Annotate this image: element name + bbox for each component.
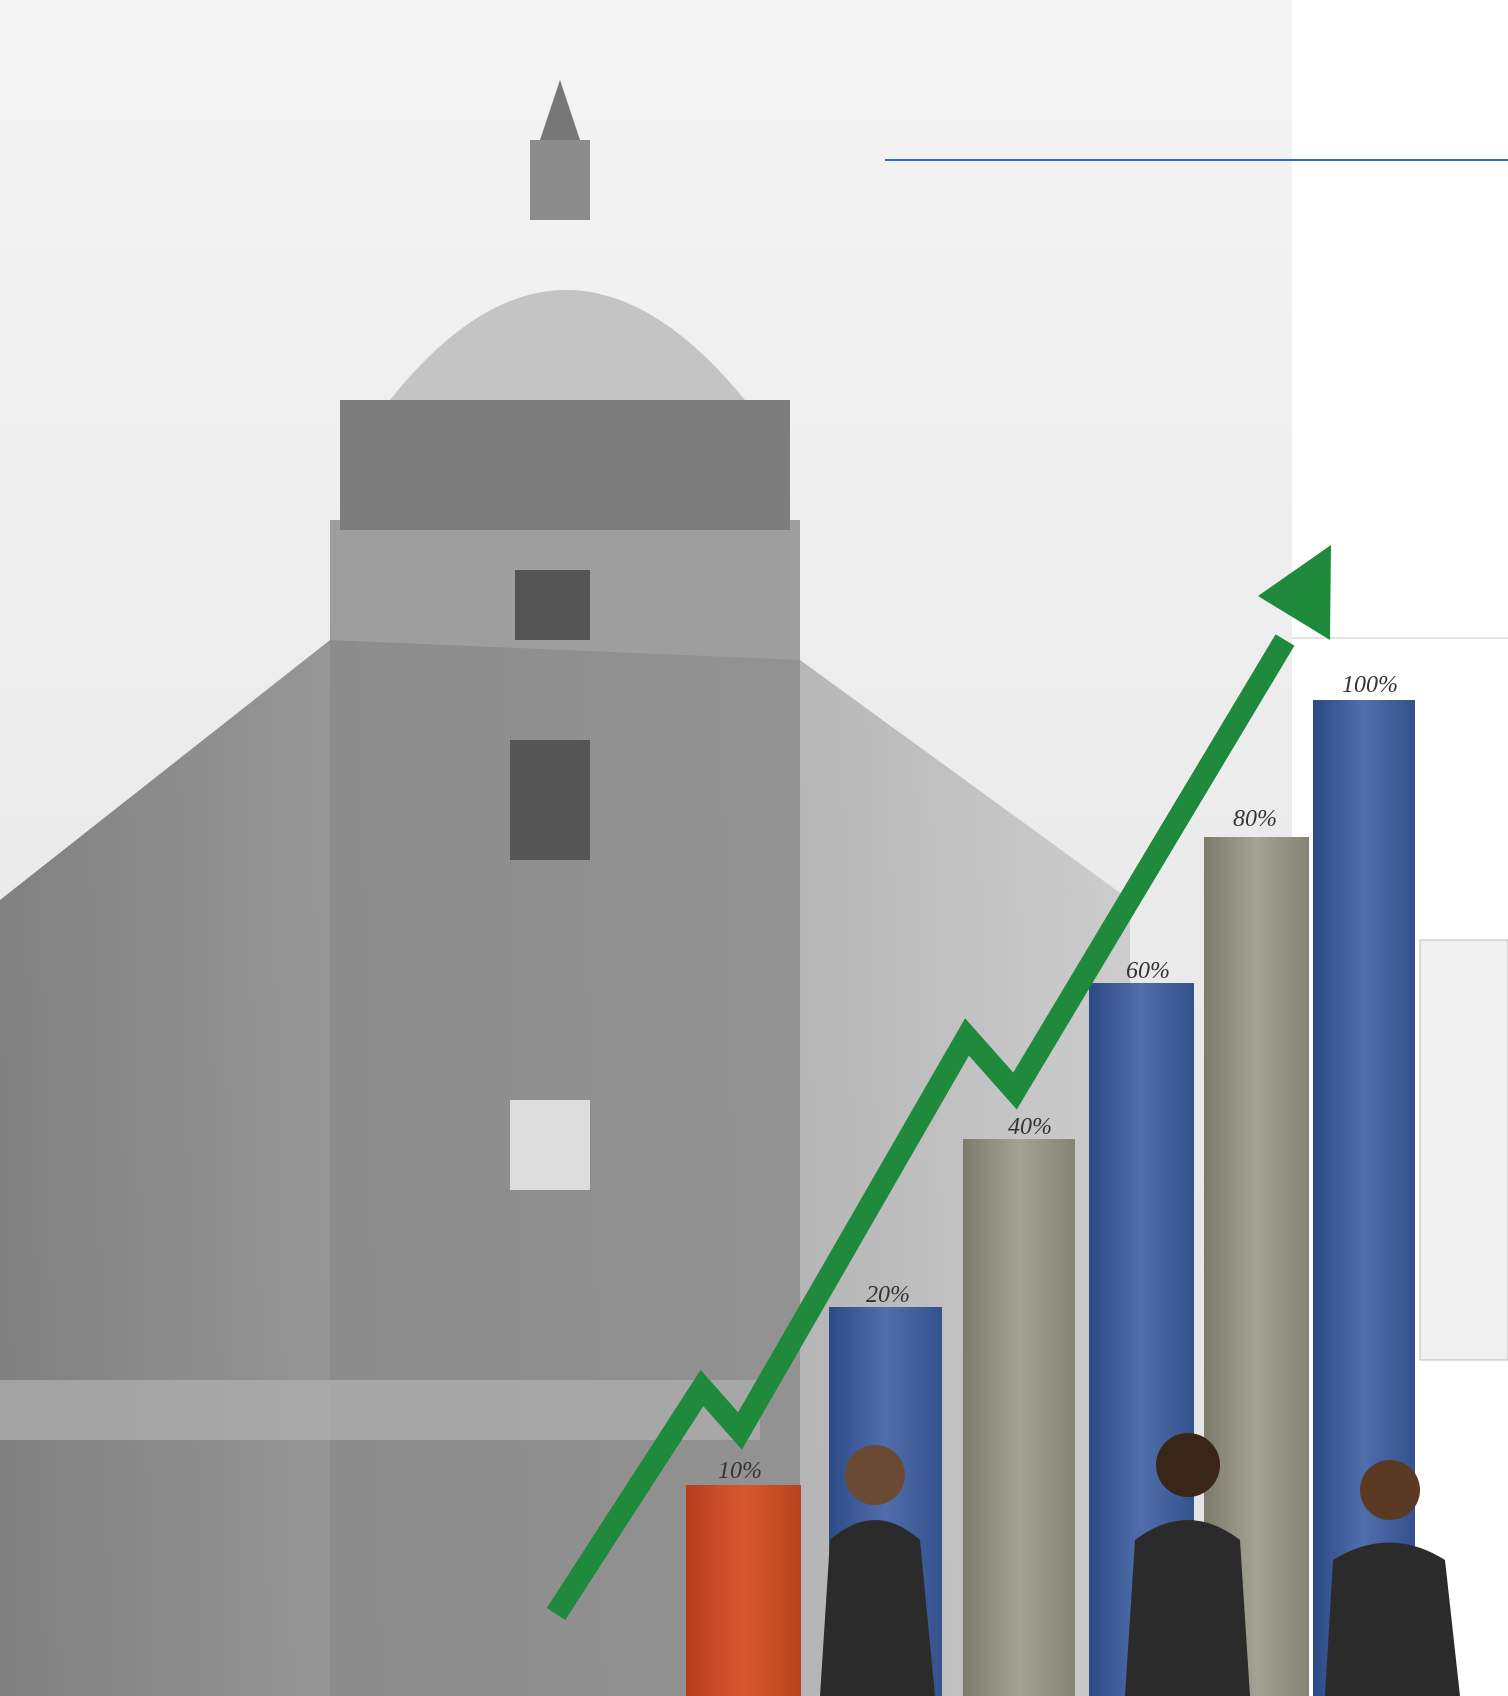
people <box>820 1433 1460 1696</box>
bar-labels: 10% 20% 40% 60% 80% 100% <box>718 672 1398 1484</box>
growth-arrow <box>546 545 1331 1620</box>
bar-label: 100% <box>1342 672 1398 698</box>
bar <box>963 1139 1075 1696</box>
bar <box>1313 700 1415 1696</box>
bar-label: 40% <box>1008 1114 1052 1140</box>
bar-label: 10% <box>718 1458 762 1484</box>
bar-label: 80% <box>1233 806 1277 832</box>
bar <box>686 1485 801 1696</box>
bars <box>686 700 1415 1696</box>
bar-label: 60% <box>1126 958 1170 984</box>
bar-label: 20% <box>866 1282 910 1308</box>
